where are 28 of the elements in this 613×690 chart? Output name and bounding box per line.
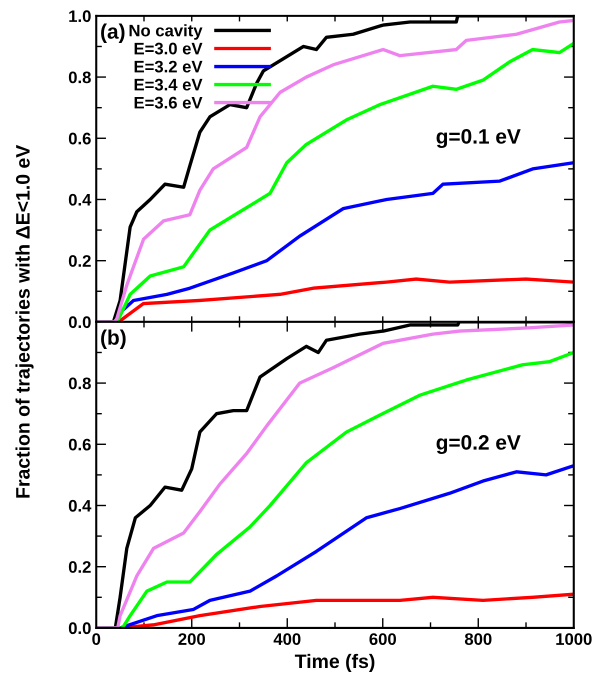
y-tick-label: 0.4 [68, 194, 92, 206]
legend-label: E=3.0 eV [134, 42, 202, 55]
legend-label: No cavity [130, 24, 202, 40]
y-tick-label: 0.8 [68, 71, 91, 84]
y-tick-label: 0.2 [68, 255, 91, 267]
annotation: (b) [101, 330, 126, 349]
y-tick-label: 0.0 [68, 622, 91, 634]
y-tick-label: 0.6 [68, 132, 91, 144]
y-tick-label: 0.4 [68, 500, 92, 512]
x-tick-label: 800 [464, 633, 492, 646]
y-tick-label: 0.2 [68, 561, 91, 573]
annotation: (a) [101, 24, 124, 43]
annotation: g=0.2 eV [436, 435, 521, 454]
legend-label: E=3.6 eV [134, 96, 202, 109]
legend-label: E=3.2 eV [134, 60, 202, 73]
y-tick-label: 0.0 [68, 316, 91, 328]
x-tick-label: 1000 [556, 633, 592, 646]
y-tick-label: 0.8 [68, 377, 91, 390]
legend-label: E=3.4 eV [134, 78, 202, 91]
y-axis-title: Fraction of trajectories with ΔE<1.0 eV [15, 144, 34, 498]
x-tick-label: 0 [92, 633, 100, 646]
x-tick-label: 600 [369, 633, 396, 646]
y-tick-label: 0.6 [68, 438, 91, 450]
y-tick-label: 1.0 [69, 10, 91, 22]
x-tick-label: 400 [274, 633, 300, 646]
annotation: g=0.1 eV [436, 129, 521, 148]
x-tick-label: 200 [178, 633, 205, 646]
x-axis-title: Time (fs) [294, 654, 374, 672]
